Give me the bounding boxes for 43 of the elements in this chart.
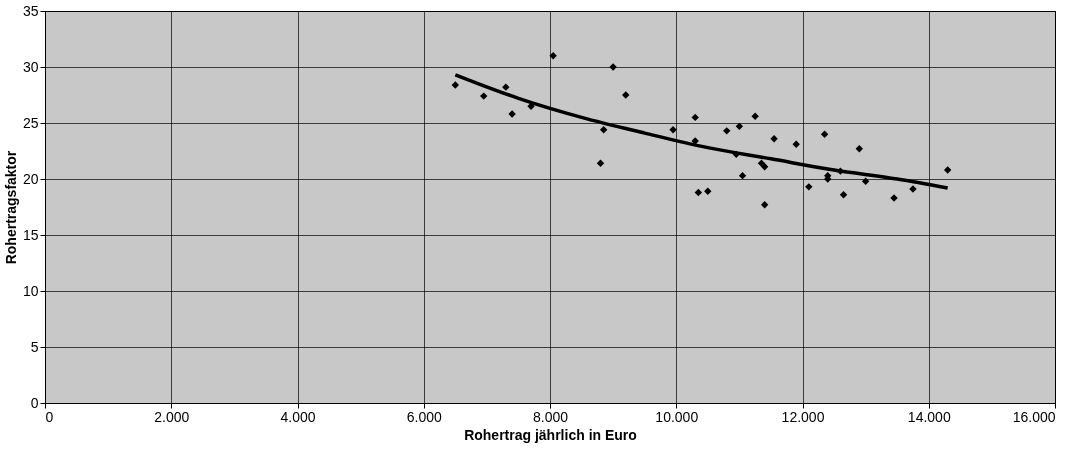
x-tick-label: 0	[45, 408, 54, 425]
point	[669, 126, 677, 134]
y-tick-label: 15	[22, 226, 39, 243]
point	[735, 122, 744, 131]
y-axis-title: Rohertragsfaktor	[2, 150, 19, 265]
x-tick-label: 2.000	[154, 408, 190, 425]
point	[599, 126, 608, 134]
point	[596, 159, 605, 168]
y-tick-label: 25	[22, 114, 39, 131]
x-tick-label: 8.000	[532, 408, 569, 425]
point	[820, 130, 829, 138]
point	[738, 171, 747, 180]
y-tick-label: 35	[22, 2, 39, 19]
point	[691, 113, 699, 122]
point	[751, 112, 759, 120]
point	[723, 127, 731, 135]
point	[943, 166, 952, 174]
y-tick-label: 0	[30, 394, 39, 411]
point	[732, 150, 740, 159]
point	[451, 81, 460, 89]
point	[502, 83, 510, 91]
x-tick-label: 10.000	[655, 408, 699, 425]
x-tick-label: 16.000	[1012, 408, 1056, 425]
point	[480, 92, 488, 100]
point	[805, 183, 813, 191]
x-axis-title: Rohertrag jährlich in Euro	[464, 426, 637, 443]
y-tick-label: 30	[22, 58, 39, 75]
y-tick-label: 5	[30, 338, 39, 355]
point	[549, 52, 557, 60]
point	[839, 190, 848, 199]
x-tick-label: 12.000	[781, 408, 825, 425]
y-tick-label: 20	[22, 170, 39, 187]
x-tick-label: 6.000	[406, 408, 442, 425]
point	[760, 201, 769, 209]
x-tick-label: 4.000	[280, 408, 316, 425]
point	[861, 177, 870, 185]
point	[704, 187, 712, 196]
y-tick-label: 10	[22, 282, 39, 299]
point	[792, 140, 800, 148]
point	[694, 188, 703, 197]
point	[770, 134, 778, 143]
x-tick-label: 14.000	[907, 408, 951, 425]
point	[855, 145, 864, 153]
